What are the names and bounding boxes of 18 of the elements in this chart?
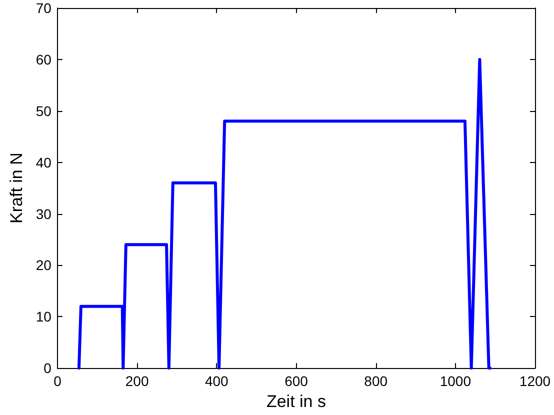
x-axis-title: Zeit in s [266, 392, 326, 411]
y-tick-label: 70 [36, 0, 52, 16]
x-tick-label: 200 [125, 373, 149, 390]
y-tick-label: 50 [36, 102, 52, 119]
x-tick-label: 1000 [440, 373, 472, 390]
line-series [77, 58, 492, 370]
y-tick-label: 0 [44, 360, 52, 376]
x-tick-label: 1200 [519, 373, 551, 390]
x-tick-label: 800 [364, 373, 388, 390]
y-axis-title: Kraft in N [7, 152, 26, 224]
y-tick-label: 40 [36, 154, 52, 170]
y-tick-label: 10 [36, 308, 52, 325]
y-tick-label: 60 [36, 51, 52, 68]
x-tick-label: 400 [204, 373, 229, 390]
y-tick-label: 20 [36, 257, 52, 274]
x-tick-label: 600 [284, 373, 308, 390]
y-tick-label: 30 [36, 206, 52, 222]
x-tick-label: 0 [54, 373, 62, 390]
